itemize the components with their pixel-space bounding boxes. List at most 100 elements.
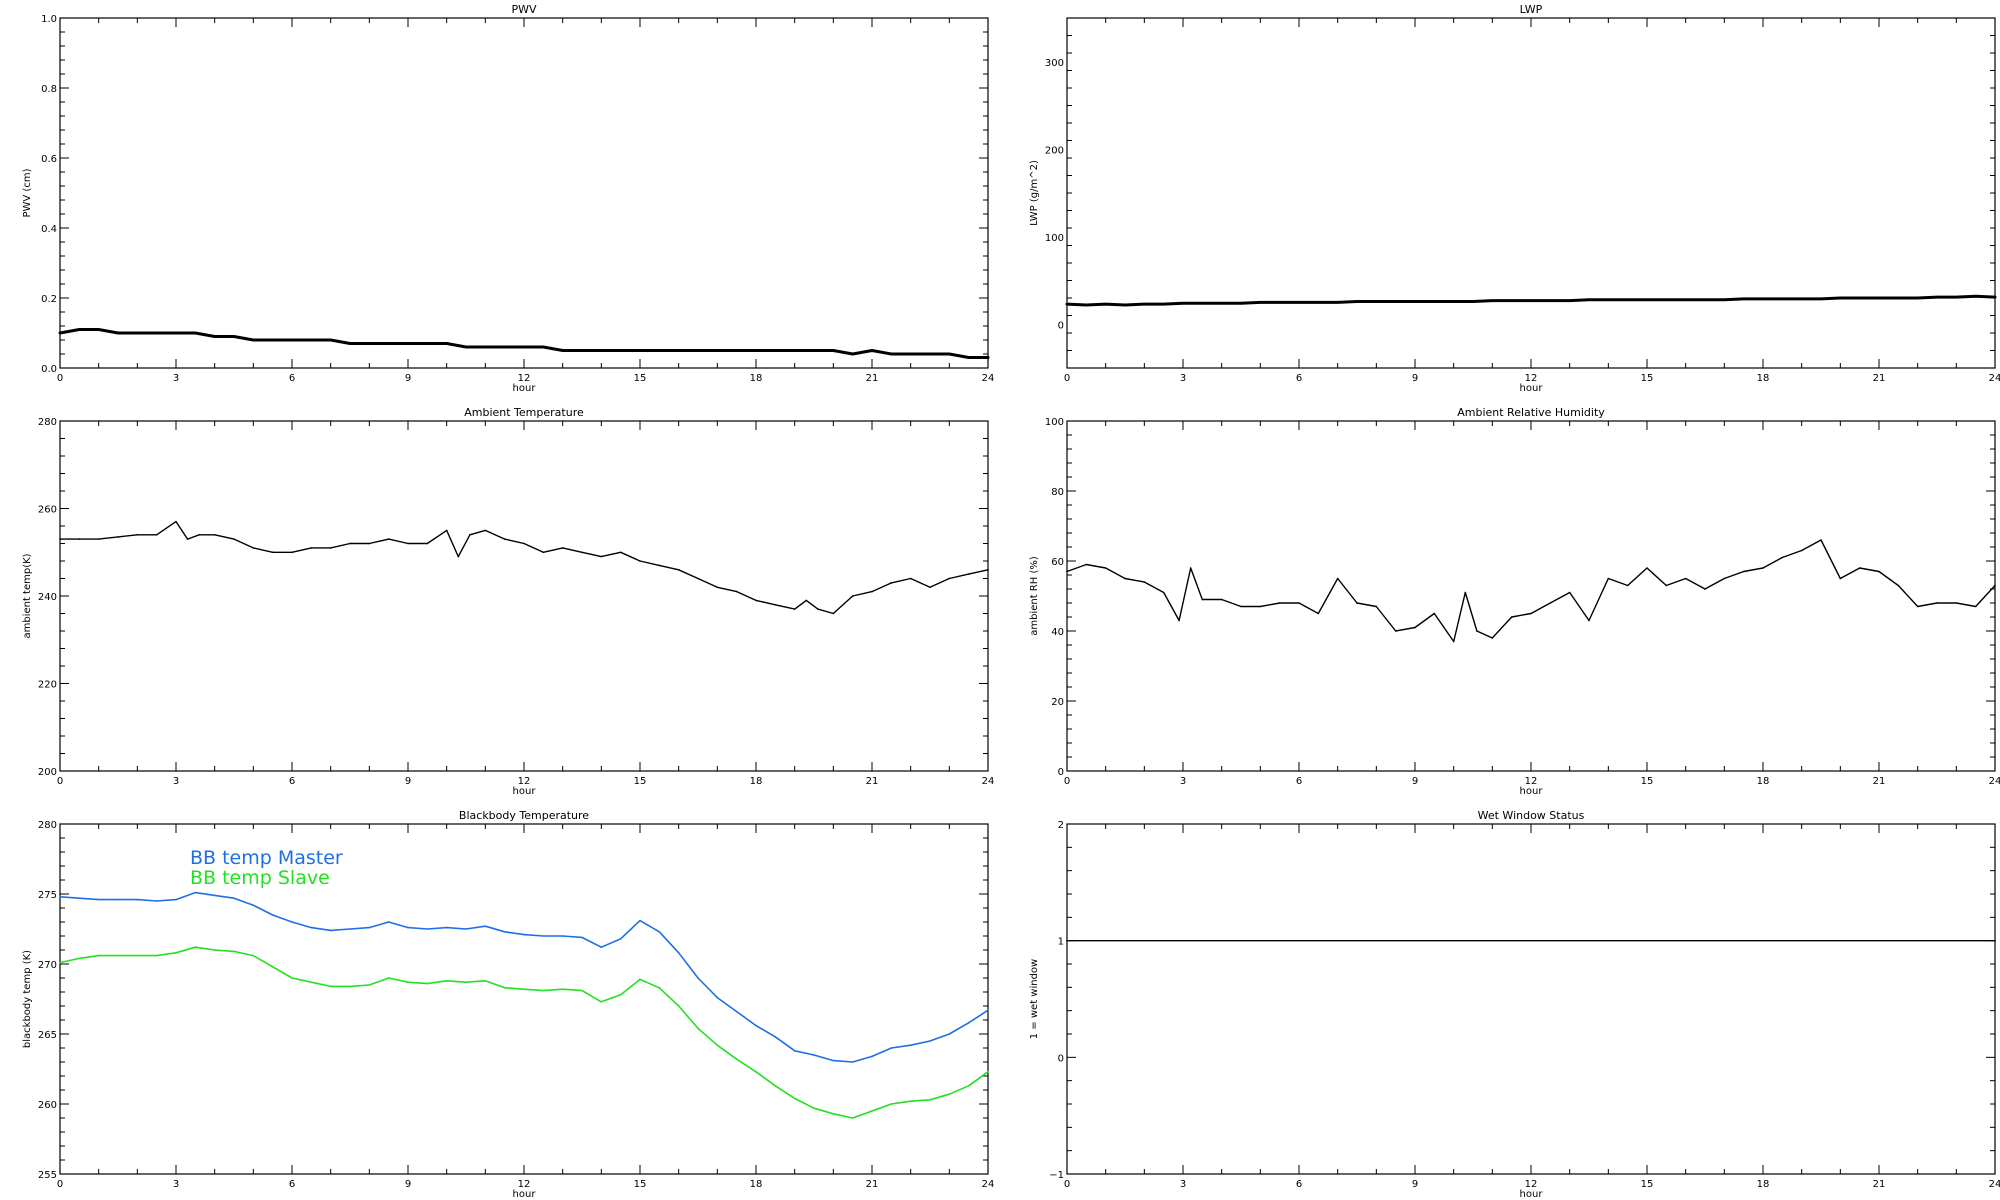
data-point [523,346,525,348]
data-point [484,925,487,927]
data-point [813,1107,815,1109]
data-point [252,904,255,906]
data-point [1762,298,1764,300]
data-point [503,931,506,933]
data-point [484,980,487,982]
data-point [1085,563,1088,566]
x-tick-label: 12 [518,1179,531,1190]
data-point [97,538,100,540]
x-tick-label: 0 [57,776,63,787]
data-point [909,1044,912,1046]
data-point [581,989,583,992]
data-point [117,332,119,334]
data-point [1104,303,1107,305]
data-point [542,989,545,992]
data-point [716,996,719,999]
y-tick-label: 0 [1058,1053,1064,1064]
data-point [523,542,525,545]
data-point [291,339,293,341]
series-line-1 [59,891,989,1063]
data-point [851,595,854,597]
plot-frame [59,420,989,772]
data-point [1452,640,1455,643]
data-point [1143,303,1146,305]
y-tick-label: 1.0 [41,14,57,25]
data-point [310,339,313,341]
x-tick-label: 21 [1873,1179,1886,1190]
data-point [909,353,912,355]
data-point [1955,602,1958,604]
data-point [1626,584,1629,587]
data-point [735,1058,738,1060]
data-point [465,346,467,348]
data-point [929,586,931,589]
data-point [1588,299,1590,301]
data-point [1414,626,1416,629]
x-tick-label: 6 [289,373,295,384]
data-point [407,342,409,345]
x-tick-label: 6 [289,1179,295,1190]
data-point [271,966,274,968]
data-point [697,577,699,580]
chart-panel-5: Blackbody Temperature 0 3 6 9 12 15 18 21 24 hour 2… [22,809,994,1200]
x-tick-label: 21 [866,373,879,384]
data-point [291,977,293,979]
x-tick-label: 0 [1064,1179,1070,1190]
plot-frame [1066,420,1996,772]
data-point [1491,299,1494,302]
data-point [890,582,893,584]
y-tick-label: 0.6 [41,154,57,165]
x-tick-label: 6 [1296,373,1302,384]
data-point [793,1097,796,1100]
data-point [774,1085,777,1087]
data-point [310,547,313,549]
data-point [851,1061,854,1063]
series-line-1 [58,328,990,359]
data-point [155,954,158,957]
data-point [97,954,100,957]
data-point [97,328,100,331]
data-point [503,538,506,540]
data-point [639,978,641,981]
data-point [813,349,815,352]
data-point [697,977,699,979]
data-point [1414,300,1416,303]
data-point [1781,556,1784,559]
data-point [832,1059,835,1062]
data-point [252,339,255,341]
data-point [987,1071,989,1073]
data-point [175,952,177,954]
x-tick-label: 9 [1412,776,1418,787]
x-tick-label: 21 [1873,776,1886,787]
y-tick-label: 0.4 [41,224,57,235]
data-point [1394,300,1397,303]
data-point [1143,581,1146,583]
data-point [59,538,61,540]
data-point [1626,299,1629,301]
x-tick-label: 21 [1873,373,1886,384]
data-point [561,935,564,937]
chart-panel-2: LWP 0 3 6 9 12 15 18 21 24 hour 0 100 200 300 LWP (g/m^… [1029,3,2000,394]
data-point [677,349,680,352]
data-point [1220,598,1223,601]
x-tick-label: 12 [518,373,531,384]
data-point [755,1071,757,1073]
data-point [194,332,197,334]
data-point [793,1050,796,1052]
data-point [1104,567,1107,569]
y-tick-label: 60 [1051,557,1064,568]
data-point [503,346,506,348]
data-point [1549,299,1552,302]
data-point [658,349,661,352]
data-point [233,335,235,338]
data-point [774,349,777,352]
data-point [1472,300,1474,303]
y-axis-label: blackbody temp (K) [22,950,33,1048]
data-point [213,335,216,338]
data-point [233,538,235,540]
y-tick-label: 265 [38,1030,57,1041]
data-point [445,342,448,345]
y-tick-label: 2 [1058,820,1064,831]
data-point [329,929,332,932]
data-point [817,608,819,610]
